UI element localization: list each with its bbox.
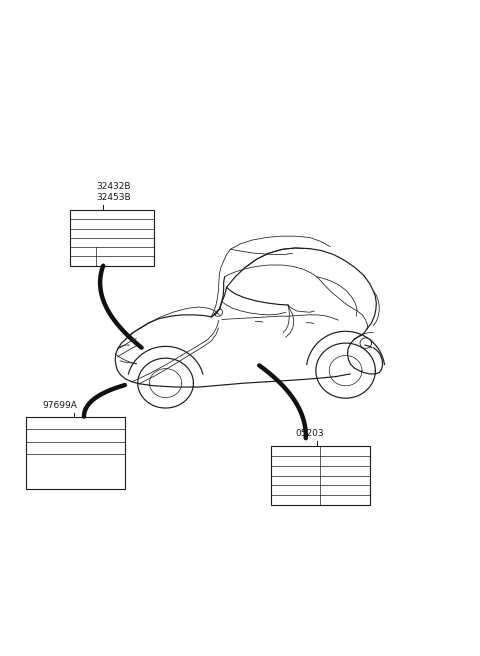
Text: 05203: 05203 (295, 429, 324, 438)
Text: 32453B: 32453B (96, 193, 131, 202)
FancyBboxPatch shape (26, 417, 125, 489)
FancyBboxPatch shape (70, 210, 154, 266)
Text: 32432B: 32432B (96, 182, 131, 191)
FancyBboxPatch shape (271, 446, 370, 505)
Text: 97699A: 97699A (43, 401, 77, 410)
